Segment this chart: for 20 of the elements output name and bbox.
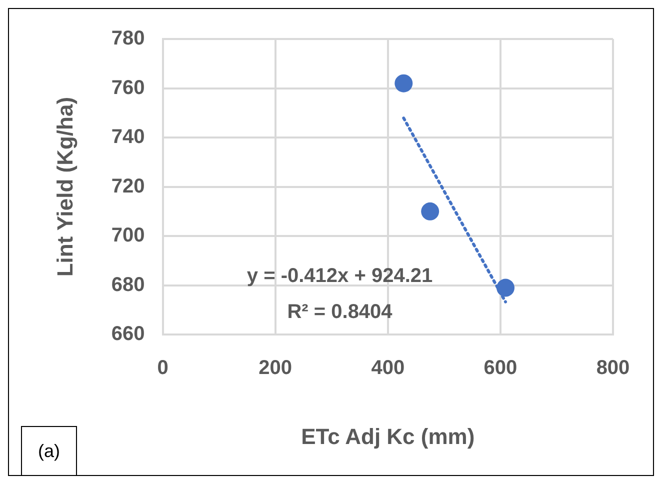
point — [394, 74, 413, 92]
x-tick-label: 800 — [596, 357, 630, 380]
annotation: y = -0.412x + 924.21 — [246, 265, 433, 288]
y-tick-label: 700 — [111, 224, 145, 247]
x-tick-label: 600 — [484, 357, 518, 380]
y-tick-label: 760 — [111, 76, 145, 99]
x-tick-label: 200 — [258, 357, 292, 380]
point — [421, 202, 440, 220]
y-tick-label: 780 — [111, 28, 145, 50]
y-tick-label: 660 — [111, 323, 145, 346]
y-tick-label: 720 — [111, 175, 145, 198]
x-tick-label: 400 — [371, 357, 405, 380]
x-axis-title: ETc Adj Kc (mm) — [301, 424, 475, 449]
y-axis-title: Lint Yield (Kg/ha) — [52, 96, 78, 277]
text: (a) — [21, 426, 77, 476]
annotation: R² = 0.8404 — [287, 301, 394, 324]
x-tick-label: 0 — [157, 357, 168, 380]
y-tick-label: 740 — [111, 126, 145, 148]
point — [496, 278, 515, 297]
y-tick-label: 680 — [111, 274, 145, 296]
